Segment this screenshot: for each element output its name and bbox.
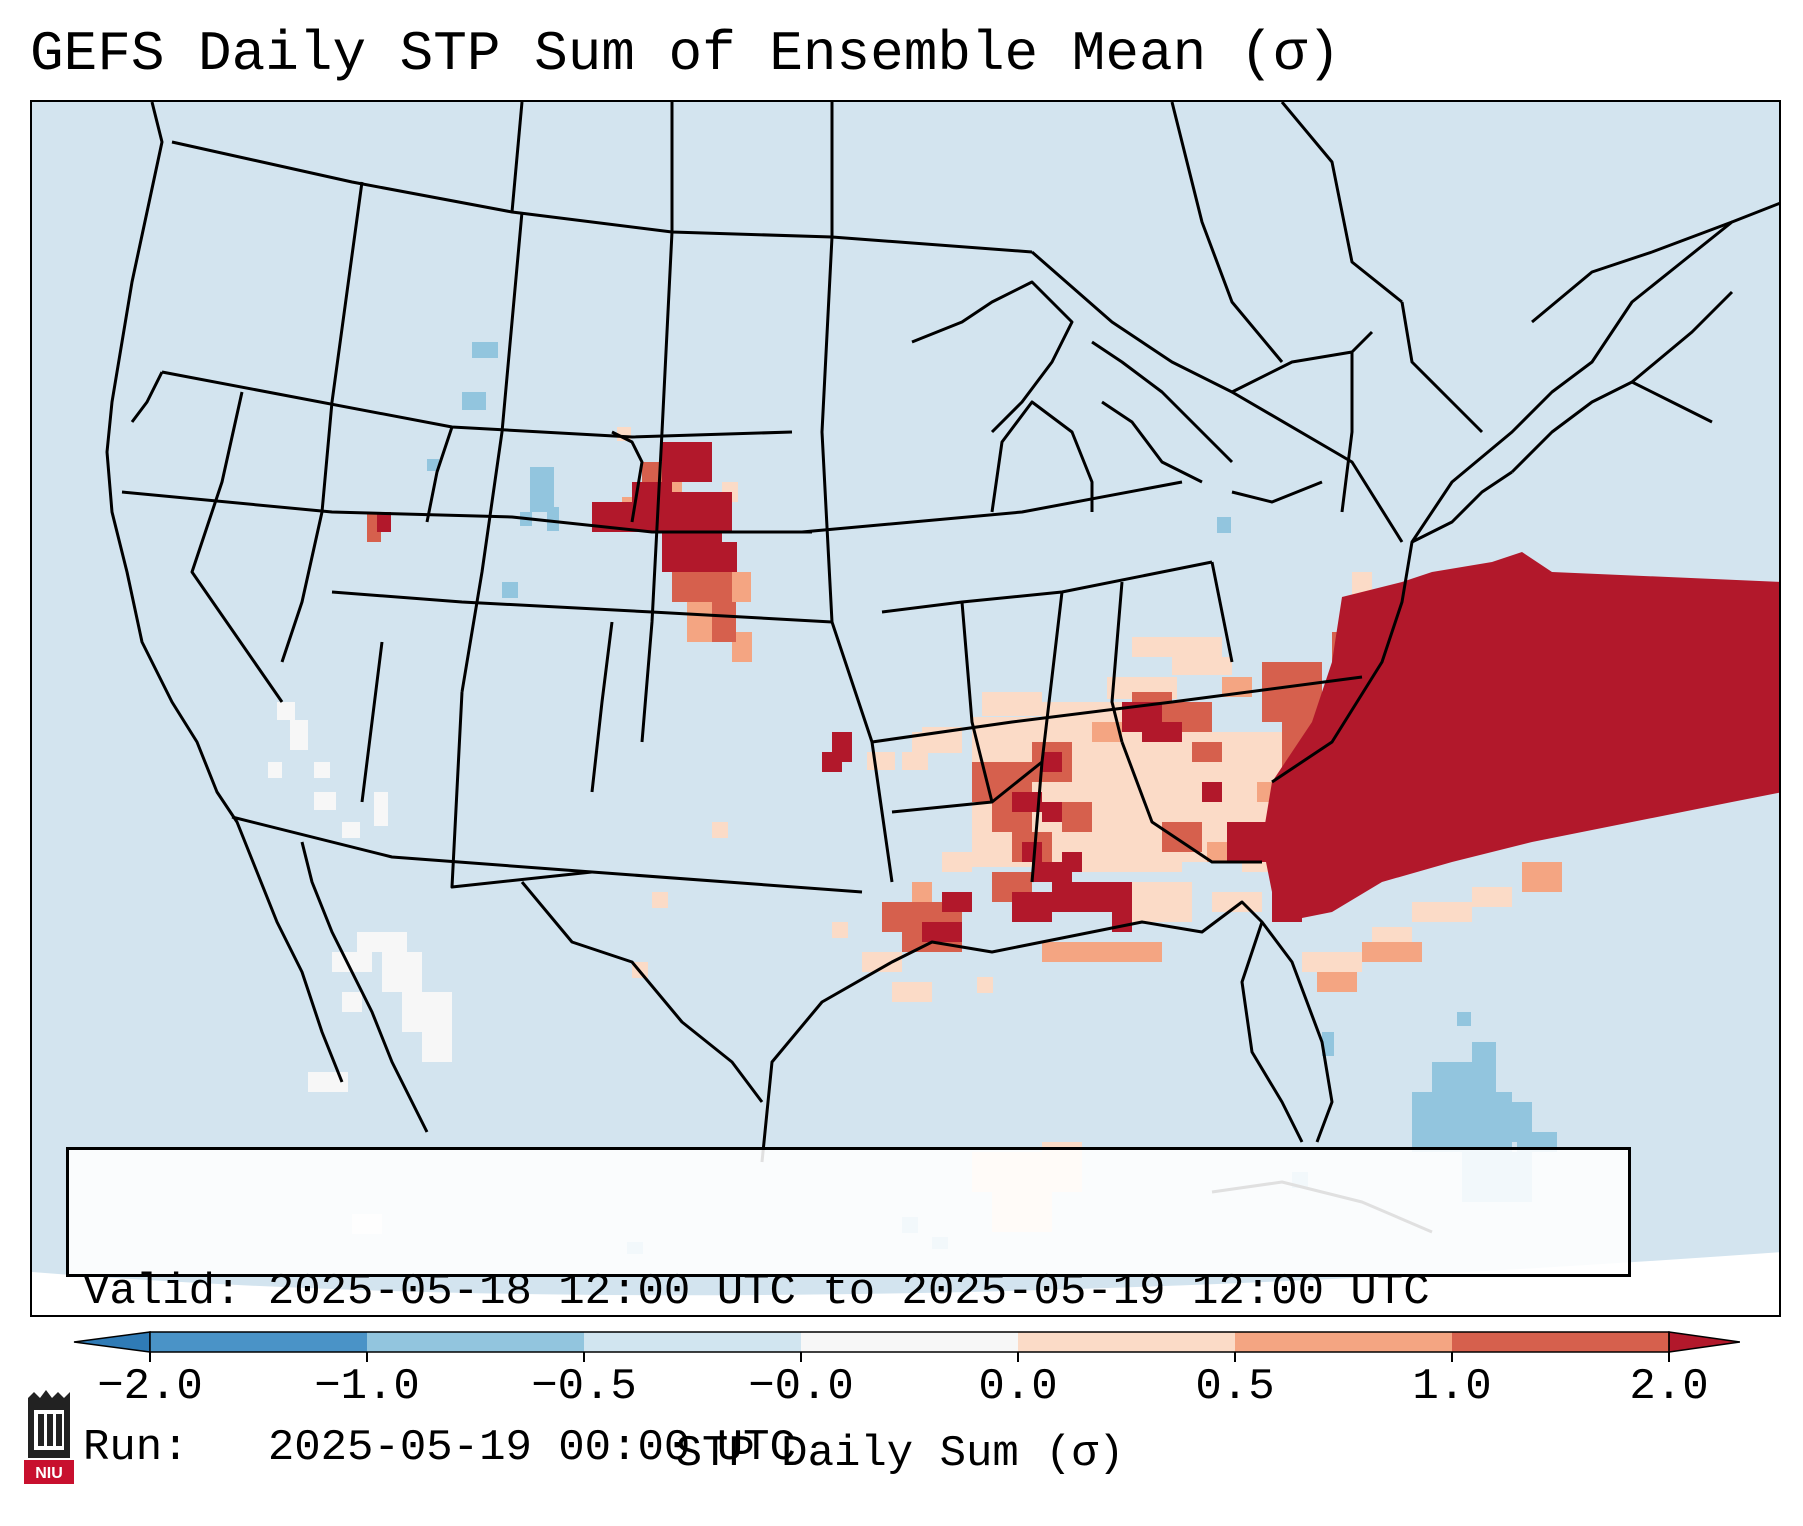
colorbar-bin — [801, 1332, 1018, 1352]
colorbar-tick-label: 0.0 — [978, 1362, 1058, 1412]
valid-line: Valid: 2025-05-18 12:00 UTC to 2025-05-1… — [83, 1267, 1430, 1317]
niu-logo: NIU — [24, 1390, 74, 1484]
colorbar-bin — [584, 1332, 801, 1352]
map-panel — [30, 100, 1781, 1317]
stp-map — [32, 102, 1779, 1315]
run-line: Run: 2025-05-19 00:00 UTC — [83, 1423, 796, 1473]
colorbar — [73, 1331, 1740, 1362]
boundaries — [105, 102, 1779, 1234]
colorbar-min-extend — [73, 1331, 151, 1353]
colorbar-label: STP Daily Sum (σ) — [675, 1429, 1125, 1479]
colorbar-max-extend — [1668, 1331, 1740, 1353]
extreme-positive-cells — [377, 442, 1779, 942]
colorbar-tick-label: 2.0 — [1629, 1362, 1709, 1412]
validity-info-box: Valid: 2025-05-18 12:00 UTC to 2025-05-1… — [66, 1147, 1631, 1473]
colorbar-bin — [1235, 1332, 1452, 1352]
map-title: GEFS Daily STP Sum of Ensemble Mean (σ) — [30, 22, 1341, 86]
logo-text: NIU — [35, 1465, 63, 1482]
colorbar-bin — [1018, 1332, 1235, 1352]
colorbar-tick-label: −0.5 — [531, 1362, 637, 1412]
colorbar-tick-label: −2.0 — [97, 1362, 203, 1412]
colorbar-frame — [149, 1331, 1670, 1353]
colorbar-ticks — [149, 1352, 1670, 1362]
colorbar-bin — [367, 1332, 584, 1352]
colorbar-bin — [1452, 1332, 1669, 1352]
projection-edge — [32, 1252, 1779, 1315]
colorbar-tick-label: 0.5 — [1195, 1362, 1275, 1412]
colorbar-tick-label: −0.0 — [748, 1362, 854, 1412]
colorbar-tick-label: 1.0 — [1412, 1362, 1492, 1412]
colorbar-tick-label: −1.0 — [314, 1362, 420, 1412]
colorbar-bin — [150, 1332, 367, 1352]
